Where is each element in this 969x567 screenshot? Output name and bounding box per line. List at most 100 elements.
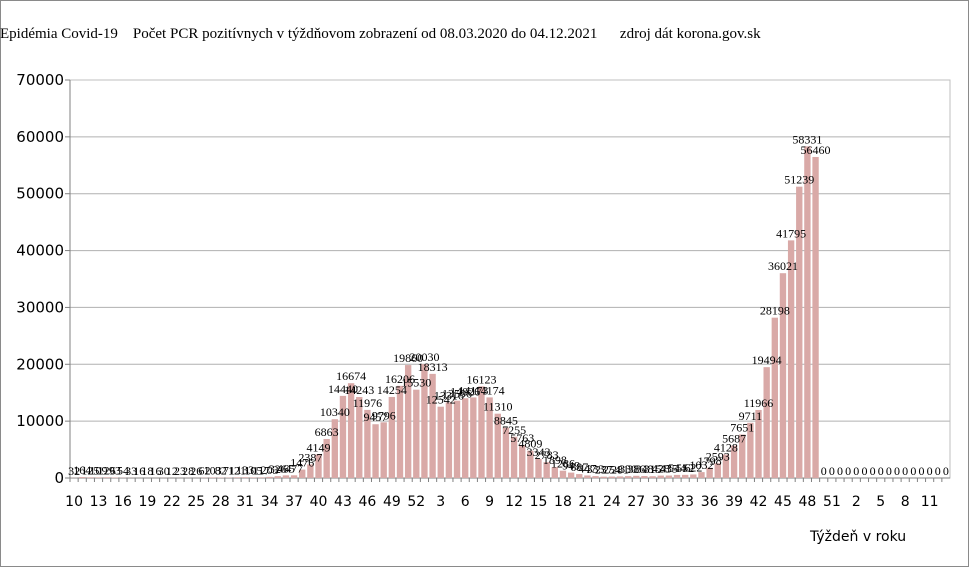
bar bbox=[111, 477, 118, 478]
bar bbox=[388, 396, 396, 478]
x-tick-label: 24 bbox=[603, 494, 621, 510]
x-tick-label: 28 bbox=[212, 494, 230, 510]
bar bbox=[233, 477, 241, 478]
bar-value-label: 7255 bbox=[502, 423, 526, 437]
bar bbox=[364, 409, 371, 478]
bar bbox=[307, 464, 314, 478]
bar-value-label: 0 bbox=[927, 464, 933, 478]
bar-value-label: 23 bbox=[174, 464, 186, 478]
bar-value-label: 0 bbox=[935, 464, 941, 478]
x-tick-label: 45 bbox=[774, 494, 792, 510]
bar-value-label: 330 bbox=[619, 462, 637, 476]
bar-value-label: 164 bbox=[73, 463, 91, 477]
x-tick-label: 33 bbox=[676, 494, 694, 510]
y-tick-label: 50000 bbox=[16, 185, 64, 203]
bar bbox=[608, 476, 616, 478]
x-tick-label: 48 bbox=[798, 494, 816, 510]
bar bbox=[722, 454, 730, 478]
bar bbox=[299, 469, 306, 478]
bar-value-label: 93 bbox=[109, 463, 121, 477]
x-tick-label: 51 bbox=[823, 494, 841, 510]
x-tick-label: 11 bbox=[921, 494, 939, 510]
x-tick-label: 8 bbox=[901, 494, 910, 510]
bar-value-label: 3343 bbox=[527, 445, 551, 459]
y-tick-label: 70000 bbox=[16, 71, 64, 89]
bar-value-label: 16 bbox=[133, 464, 145, 478]
bar-value-label: 5687 bbox=[722, 432, 746, 446]
bar bbox=[510, 436, 518, 478]
bar-value-label: 28 bbox=[182, 464, 194, 478]
x-tick-label: 36 bbox=[701, 494, 719, 510]
bar bbox=[331, 419, 338, 478]
bar bbox=[258, 477, 265, 478]
bar-value-label: 71 bbox=[223, 464, 235, 478]
bar-value-label: 254 bbox=[603, 463, 621, 477]
bar bbox=[535, 458, 542, 478]
x-tick-label: 2 bbox=[852, 494, 861, 510]
bar-value-label: 133 bbox=[236, 463, 254, 477]
bar-value-label: 0 bbox=[878, 464, 884, 478]
x-tick-label: 34 bbox=[261, 494, 279, 510]
bar-value-label: 19860 bbox=[393, 351, 423, 365]
bar bbox=[739, 434, 746, 478]
bar-value-label: 0 bbox=[910, 464, 916, 478]
x-tick-label: 52 bbox=[407, 494, 425, 510]
bar bbox=[649, 476, 656, 478]
y-tick-label: 20000 bbox=[16, 355, 64, 373]
bar bbox=[356, 397, 363, 478]
bar bbox=[79, 477, 86, 478]
bar-value-label: 0 bbox=[894, 464, 900, 478]
y-tick-label: 40000 bbox=[16, 242, 64, 260]
bar bbox=[747, 422, 754, 478]
x-tick-label: 13 bbox=[90, 494, 108, 510]
bar bbox=[380, 422, 387, 478]
x-tick-label: 21 bbox=[578, 494, 596, 510]
bar bbox=[698, 472, 705, 478]
bar bbox=[274, 476, 281, 478]
bar bbox=[486, 397, 493, 478]
bar-value-label: 54 bbox=[117, 464, 129, 478]
y-tick-label: 0 bbox=[54, 469, 64, 487]
bar bbox=[429, 373, 436, 478]
x-tick-label: 22 bbox=[163, 494, 181, 510]
bar bbox=[657, 475, 664, 478]
bar bbox=[812, 156, 819, 479]
bar-value-label: 281 bbox=[611, 462, 629, 476]
bar-value-label: 14173 bbox=[458, 383, 488, 397]
y-tick-label: 60000 bbox=[16, 128, 64, 146]
bar bbox=[445, 402, 453, 478]
bar-value-label: 126 bbox=[98, 463, 116, 477]
bar bbox=[527, 450, 534, 478]
bar bbox=[470, 397, 477, 478]
bar bbox=[796, 186, 803, 479]
bar bbox=[763, 367, 770, 478]
bar bbox=[755, 409, 762, 478]
bar-value-label: 20030 bbox=[409, 350, 439, 364]
x-tick-label: 12 bbox=[505, 494, 523, 510]
bar-value-label: 0 bbox=[829, 464, 835, 478]
bar bbox=[714, 463, 721, 478]
bar-value-label: 15530 bbox=[401, 376, 431, 390]
bar bbox=[396, 385, 404, 478]
bar bbox=[600, 476, 607, 478]
bar-value-label: 4128 bbox=[714, 441, 738, 455]
bar-value-label: 1032 bbox=[689, 458, 713, 472]
bar-value-label: 0 bbox=[902, 464, 908, 478]
bar-value-label: 6863 bbox=[315, 425, 339, 439]
bar-value-label: 41795 bbox=[776, 226, 806, 240]
bar-value-label: 1476 bbox=[290, 456, 314, 470]
bar-value-label: 4149 bbox=[307, 440, 331, 454]
bar bbox=[315, 454, 322, 478]
x-tick-label: 46 bbox=[358, 494, 376, 510]
bar-value-label: 9796 bbox=[372, 408, 396, 422]
bar-value-label: 16123 bbox=[466, 372, 496, 386]
bar-value-label: 32 bbox=[68, 464, 80, 478]
bar bbox=[730, 445, 738, 478]
bar-value-label: 0 bbox=[837, 464, 843, 478]
bar-value-label: 2593 bbox=[706, 449, 730, 463]
bar-value-label: 16674 bbox=[336, 369, 366, 383]
bar bbox=[673, 474, 681, 478]
bar bbox=[478, 386, 485, 478]
bar-value-label: 12542 bbox=[426, 393, 456, 407]
bar-value-label: 56460 bbox=[801, 143, 831, 157]
